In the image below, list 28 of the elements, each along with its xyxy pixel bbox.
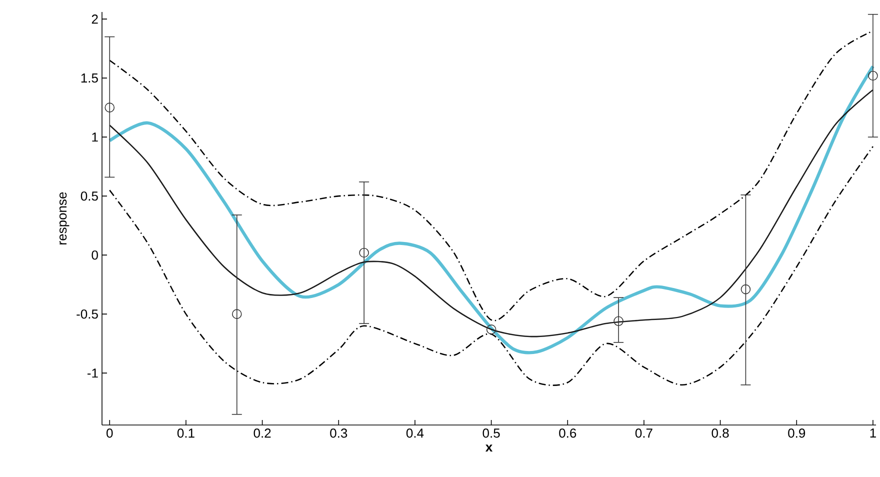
- line-series: [108, 146, 874, 386]
- x-tick-label: 0.8: [712, 428, 729, 438]
- y-axis-title: response: [60, 192, 70, 244]
- x-tick-label: 0.4: [406, 428, 424, 438]
- y-tick-label: 0.5: [80, 191, 98, 201]
- x-tick-label: 0.6: [559, 428, 576, 438]
- point: [614, 316, 624, 326]
- y-tick-label: 2: [92, 14, 98, 24]
- x-axis-title: x: [485, 444, 493, 452]
- y-tick-label: -0.5: [76, 309, 98, 319]
- point: [359, 248, 369, 258]
- x-tick-label: 0.9: [788, 428, 806, 438]
- x-tick-label: 0.1: [177, 428, 194, 438]
- point: [868, 70, 878, 81]
- point: [232, 309, 242, 319]
- y-tick-label: 1: [92, 132, 98, 142]
- point: [486, 324, 496, 334]
- x-tick-label: 1: [870, 428, 876, 438]
- x-tick-label: 0: [106, 428, 113, 438]
- y-tick-label: -1: [87, 368, 98, 378]
- y-tick-label: 1.5: [81, 74, 98, 83]
- y-tick-label: 0: [92, 250, 98, 260]
- x-tick-label: 0.2: [254, 428, 271, 438]
- x-tick-label: 0.5: [482, 428, 500, 438]
- point: [740, 284, 751, 294]
- x-tick-label: 0.3: [330, 428, 348, 438]
- x-tick-label: 0.7: [635, 428, 652, 438]
- point: [104, 102, 115, 112]
